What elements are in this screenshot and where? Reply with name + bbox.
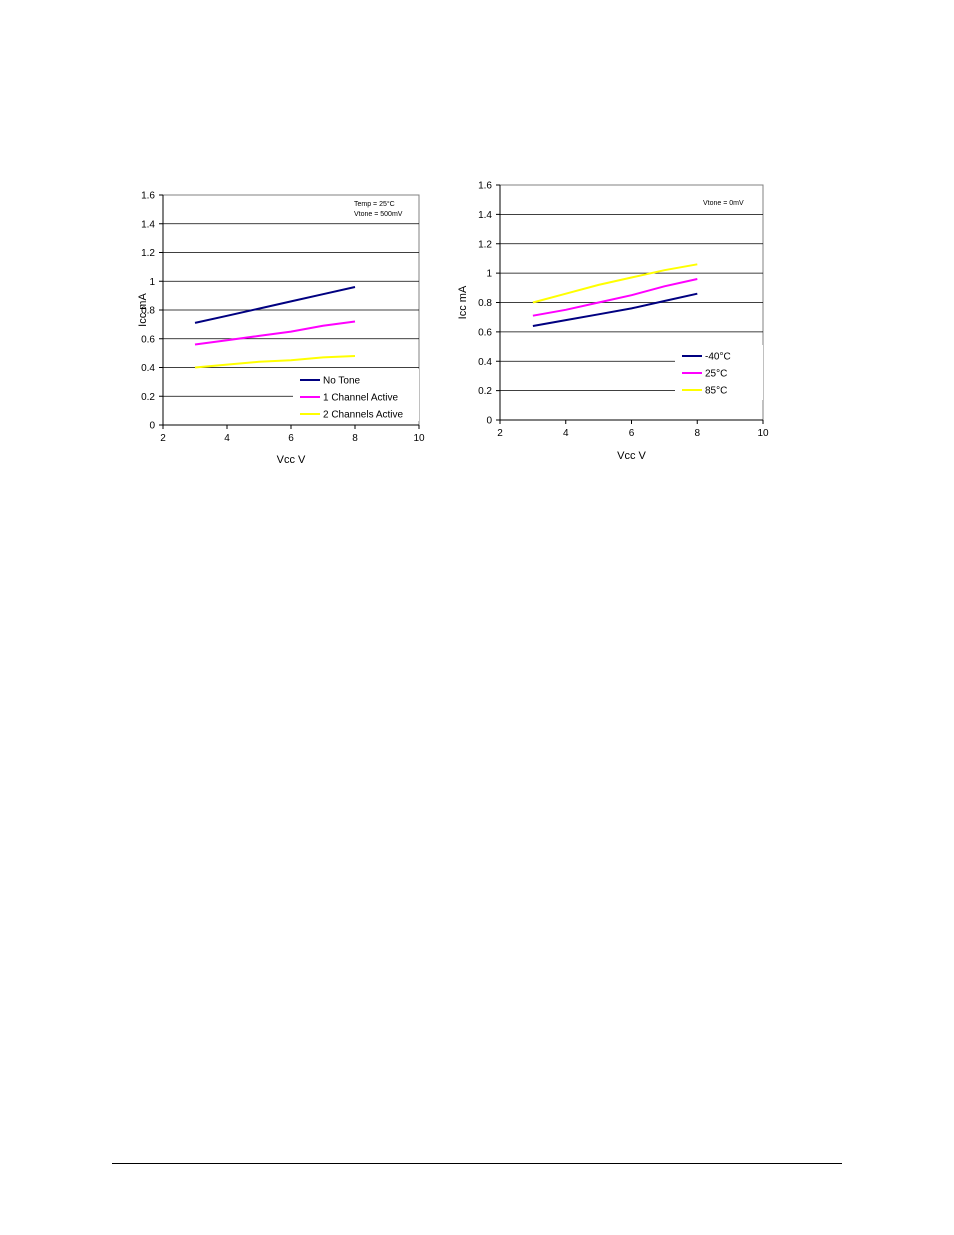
y-tick-label: 1 xyxy=(486,269,492,280)
y-tick-label: 1.6 xyxy=(141,191,155,202)
x-tick-label: 10 xyxy=(413,433,425,444)
annotation-text: Temp = 25°C xyxy=(354,200,395,208)
y-axis-label: Icc mA xyxy=(137,293,149,327)
annotation-text: Vtone = 0mV xyxy=(703,200,744,207)
y-tick-label: 1 xyxy=(149,277,155,288)
y-tick-label: 1.4 xyxy=(141,219,155,230)
series-line xyxy=(194,286,356,324)
series-line xyxy=(194,355,356,369)
y-tick-label: 1.2 xyxy=(478,239,492,250)
x-axis-label: Vcc V xyxy=(617,450,646,462)
x-tick-label: 8 xyxy=(352,433,358,444)
annotation-text: Vtone = 500mV xyxy=(354,211,403,218)
series-line xyxy=(532,263,698,304)
legend-label: 2 Channels Active xyxy=(323,410,403,421)
legend-box xyxy=(293,369,419,421)
y-tick-label: 0.6 xyxy=(141,334,155,345)
series-line xyxy=(532,292,698,327)
series-line xyxy=(532,278,698,317)
y-tick-label: 0.8 xyxy=(141,306,155,317)
y-tick-label: 0.8 xyxy=(478,298,492,309)
x-tick-label: 10 xyxy=(757,428,769,439)
x-tick-label: 2 xyxy=(160,433,166,444)
x-axis-label: Vcc V xyxy=(277,454,306,466)
x-tick-label: 4 xyxy=(224,433,230,444)
y-tick-label: 0 xyxy=(486,416,492,427)
y-axis-label: Icc mA xyxy=(457,285,469,319)
y-tick-label: 0.2 xyxy=(141,392,155,403)
y-tick-label: 0.6 xyxy=(478,327,492,338)
legend-label: -40°C xyxy=(705,352,731,363)
legend-label: No Tone xyxy=(323,376,361,387)
x-tick-label: 6 xyxy=(288,433,294,444)
footer-rule xyxy=(112,1163,842,1164)
y-tick-label: 1.4 xyxy=(478,210,492,221)
legend-label: 85°C xyxy=(705,386,727,397)
chart-icc-vs-vcc-temperature: 0 0.2 0.4 0.6 0.8 1 1.2 1.4 1.6 2 4 6 8 10 Vcc V Icc mA… xyxy=(457,181,769,463)
y-tick-label: 1.2 xyxy=(141,248,155,259)
y-tick-label: 0.4 xyxy=(478,357,492,368)
y-tick-label: 0.2 xyxy=(478,386,492,397)
x-tick-label: 6 xyxy=(629,428,635,439)
y-tick-label: 0 xyxy=(149,421,155,432)
x-tick-label: 4 xyxy=(563,428,569,439)
x-tick-label: 8 xyxy=(694,428,700,439)
x-tick-label: 2 xyxy=(497,428,503,439)
series-line xyxy=(194,320,356,346)
legend-label: 1 Channel Active xyxy=(323,393,398,404)
y-tick-label: 1.6 xyxy=(478,181,492,192)
chart-icc-vs-vcc-channels: 0 0.2 0.4 0.6 0.8 1 1.2 1.4 1.6 2 4 6 8 10 Vcc V Icc mA… xyxy=(137,191,425,467)
legend-label: 25°C xyxy=(705,369,727,380)
y-tick-label: 0.4 xyxy=(141,363,155,374)
